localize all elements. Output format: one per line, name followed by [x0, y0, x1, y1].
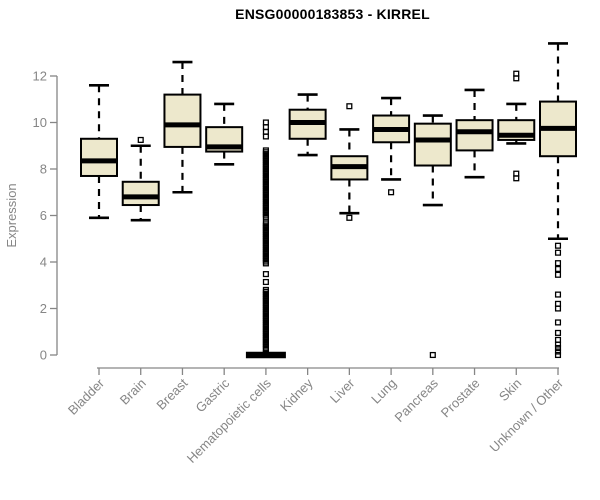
outlier-point	[262, 278, 269, 286]
outlier-point	[554, 344, 562, 352]
box-iqr	[413, 122, 452, 167]
boxplot-pancreas	[413, 114, 452, 359]
x-tick-label-brain: Brain	[117, 376, 149, 408]
x-tick-label-kidney: Kidney	[277, 375, 316, 414]
boxplot-breast	[163, 60, 202, 194]
outlier-point	[554, 291, 562, 298]
outlier-point	[554, 348, 562, 355]
outlier-point	[554, 305, 562, 312]
outlier-point	[554, 319, 562, 326]
outlier-point	[554, 351, 562, 359]
outlier-point	[554, 249, 562, 256]
y-tick-label-2: 2	[40, 301, 47, 316]
outlier-point	[137, 136, 144, 143]
x-tick-label-unknown-other: Unknown / Other	[487, 375, 567, 455]
outlier-point	[513, 175, 520, 182]
box-iqr	[121, 180, 160, 207]
outlier-point	[346, 214, 353, 221]
x-tick-label-bladder: Bladder	[65, 375, 108, 418]
box-iqr	[455, 119, 494, 152]
boxplot-liver	[330, 103, 369, 221]
y-tick-label-0: 0	[40, 348, 47, 363]
boxplot-unknown-other	[539, 42, 577, 359]
outlier-point	[429, 351, 436, 359]
outlier-point	[388, 189, 395, 196]
outlier-point	[262, 133, 269, 140]
boxplot-brain	[121, 136, 160, 222]
x-tick-label-liver: Liver	[327, 375, 358, 406]
y-axis-title: Expression	[4, 183, 19, 247]
boxplot-hematopoietic-cells	[245, 119, 286, 359]
boxplot-gastric	[205, 102, 244, 166]
outlier-point	[554, 329, 562, 336]
outlier-point	[554, 242, 562, 249]
boxplot-prostate	[455, 88, 494, 179]
outlier-point	[554, 271, 562, 278]
boxplot-lung	[372, 96, 411, 196]
outlier-point	[262, 260, 269, 267]
x-tick-label-skin: Skin	[496, 376, 524, 404]
y-tick-label-4: 4	[40, 255, 47, 270]
box-iqr	[80, 137, 118, 177]
x-tick-label-lung: Lung	[368, 376, 399, 407]
x-tick-label-breast: Breast	[153, 375, 190, 412]
box-iqr	[163, 93, 202, 148]
x-tick-label-prostate: Prostate	[438, 376, 483, 421]
x-tick-label-gastric: Gastric	[193, 375, 233, 415]
y-tick-label-8: 8	[40, 162, 47, 177]
outlier-point	[554, 265, 562, 273]
x-tick-label-pancreas: Pancreas	[391, 375, 441, 425]
y-tick-label-12: 12	[33, 69, 47, 84]
outlier-point	[554, 260, 562, 267]
outlier-point	[262, 271, 269, 278]
chart-title: ENSG00000183853 - KIRREL	[235, 6, 430, 22]
boxplot-skin	[497, 70, 536, 182]
outlier-point	[346, 103, 353, 110]
outlier-point	[554, 341, 562, 348]
outlier-point	[513, 75, 520, 82]
boxplot-kidney	[288, 93, 327, 157]
y-tick-label-10: 10	[33, 115, 47, 130]
boxplot-bladder	[80, 84, 118, 220]
outlier-point	[262, 350, 269, 357]
y-tick-label-6: 6	[40, 208, 47, 223]
